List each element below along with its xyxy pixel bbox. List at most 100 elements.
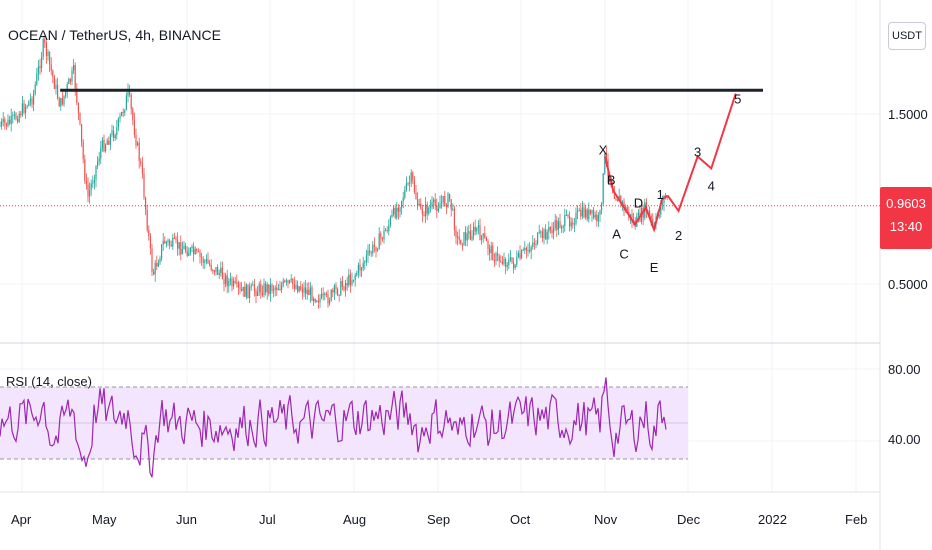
candle-body [343, 286, 345, 291]
candle-body [295, 284, 297, 289]
candle-body [554, 220, 556, 228]
candle-body [479, 224, 481, 240]
rsi-indicator-label[interactable]: RSI (14, close) [6, 374, 92, 389]
candle-body [229, 278, 231, 281]
candle-body [226, 275, 228, 287]
candle-body [530, 247, 532, 252]
candle-body [266, 284, 268, 293]
candle-body [231, 278, 233, 287]
wave-label: E [650, 260, 659, 275]
candle-body [370, 252, 372, 254]
currency-button[interactable]: USDT [888, 22, 926, 50]
candle-body [273, 289, 275, 291]
candle-body [42, 38, 44, 58]
candle-body [201, 256, 203, 259]
candle-body [445, 205, 447, 207]
candle-body [122, 111, 124, 113]
candle-body [613, 192, 615, 199]
wave-label: 1 [657, 187, 664, 202]
candle-body [457, 236, 459, 238]
candle-body [18, 113, 20, 122]
candle-body [545, 229, 547, 240]
candle-body [157, 263, 159, 267]
candle-body [17, 119, 19, 122]
candle-body [389, 217, 391, 225]
candle-body [413, 180, 415, 193]
candle-body [63, 95, 65, 105]
candle-body [401, 200, 403, 208]
candle-body [314, 298, 316, 302]
rsi-line [0, 377, 667, 478]
candle-body [129, 89, 131, 95]
projection-path[interactable] [666, 93, 737, 214]
candle-body [92, 182, 94, 184]
candle-body [41, 57, 43, 69]
candle-body [261, 292, 263, 296]
candle-body [322, 293, 324, 296]
candle-body [47, 51, 49, 56]
candle-body [172, 237, 174, 247]
candle-body [615, 198, 617, 200]
candle-body [481, 236, 483, 240]
candle-body [29, 98, 31, 102]
candle-body [50, 64, 52, 71]
candle-body [271, 284, 273, 291]
candle-body [103, 139, 105, 152]
candle-body [540, 231, 542, 233]
candle-body [391, 214, 393, 218]
candle-body [537, 233, 539, 244]
candle-body [0, 125, 1, 127]
candle-body [650, 215, 652, 219]
candle-body [177, 240, 179, 249]
candle-body [324, 293, 326, 296]
candle-body [361, 267, 363, 271]
candle-body [497, 253, 499, 256]
candle-body [461, 244, 463, 246]
candle-body [335, 285, 337, 290]
candle-body [162, 240, 164, 245]
candle-body [119, 115, 121, 119]
candle-body [241, 288, 243, 291]
candle-body [313, 298, 315, 301]
candle-body [146, 209, 148, 230]
candle-body [465, 232, 467, 241]
candle-body [212, 269, 214, 271]
candle-body [228, 280, 230, 287]
candle-body [333, 285, 335, 293]
candle-body [412, 172, 414, 181]
candle-body [213, 270, 215, 273]
candle-body [204, 261, 206, 263]
candle-body [471, 236, 473, 240]
candle-body [7, 119, 9, 127]
wave-label: 5 [734, 92, 741, 107]
candle-body [25, 106, 27, 113]
candle-body [433, 199, 435, 202]
candle-body [113, 130, 115, 138]
candle-body [423, 214, 425, 216]
candle-body [137, 142, 139, 146]
candle-body [4, 118, 6, 124]
candle-body [626, 207, 628, 213]
candle-body [437, 208, 439, 211]
bar-countdown: 13:40 [889, 219, 923, 234]
candle-body [557, 221, 559, 231]
time-tick-label: Aug [343, 512, 367, 527]
candle-body [548, 227, 550, 233]
candle-body [418, 203, 420, 206]
candle-body [601, 203, 603, 210]
candle-body [525, 247, 527, 251]
candle-body [290, 278, 292, 281]
candle-body [34, 84, 36, 94]
candle-body [372, 244, 374, 254]
candle-body [330, 289, 332, 301]
candle-body [300, 286, 302, 290]
candle-body [351, 279, 353, 285]
time-tick-label: 2022 [758, 512, 787, 527]
candle-body [473, 226, 475, 237]
candle-body [169, 240, 171, 245]
candle-body [306, 289, 308, 294]
candle-body [21, 103, 23, 115]
candle-body [337, 289, 339, 296]
wave-xabcde-path[interactable] [604, 156, 669, 233]
